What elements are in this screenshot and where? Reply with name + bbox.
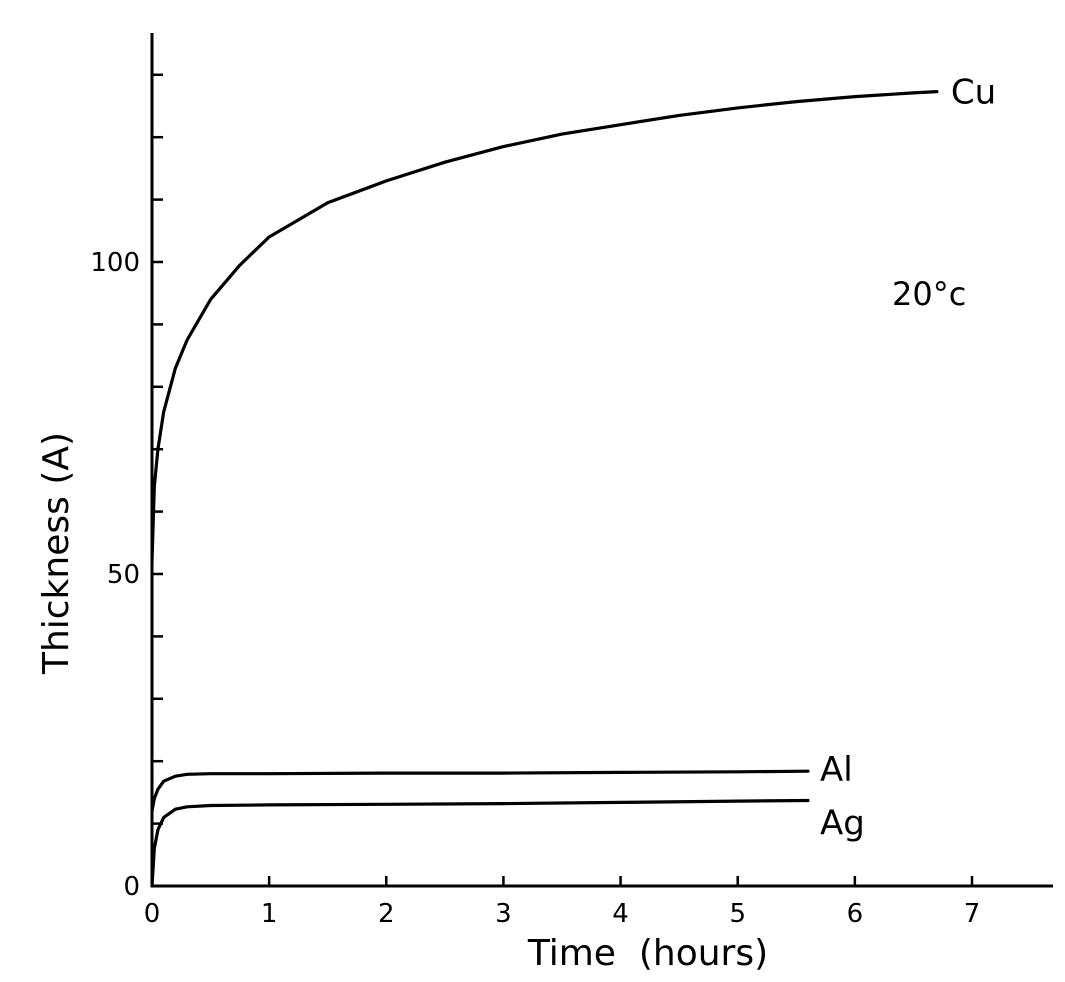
series-lines <box>150 90 939 888</box>
ticks: 0 1 2 3 4 5 6 7 0 50 100 <box>90 73 981 929</box>
x-tick-label: 5 <box>729 899 746 929</box>
y-tick-label: 50 <box>107 560 140 590</box>
y-tick-label: 100 <box>90 248 140 278</box>
y-tick-label: 0 <box>123 872 140 902</box>
series-line-ag <box>150 798 810 888</box>
axes <box>150 33 1053 888</box>
x-tick-label: 2 <box>378 899 395 929</box>
series-line-cu <box>150 90 939 564</box>
series-label-ag: Ag <box>820 804 865 844</box>
x-tick-label: 4 <box>612 899 629 929</box>
x-tick-label: 7 <box>964 899 981 929</box>
series-label-cu: Cu <box>951 73 996 113</box>
y-axis-title: Thickness (A) <box>36 432 77 675</box>
series-label-al: Al <box>820 750 853 790</box>
x-tick-label: 3 <box>495 899 512 929</box>
x-tick-label: 0 <box>144 899 161 929</box>
series-line-al <box>150 769 810 813</box>
x-tick-label: 1 <box>261 899 278 929</box>
temperature-annotation: 20°c <box>892 275 966 313</box>
x-tick-label: 6 <box>847 899 864 929</box>
labels: Time (hours) Thickness (A) Cu Al Ag 20°c <box>36 73 996 974</box>
x-axis-title: Time (hours) <box>527 933 768 974</box>
